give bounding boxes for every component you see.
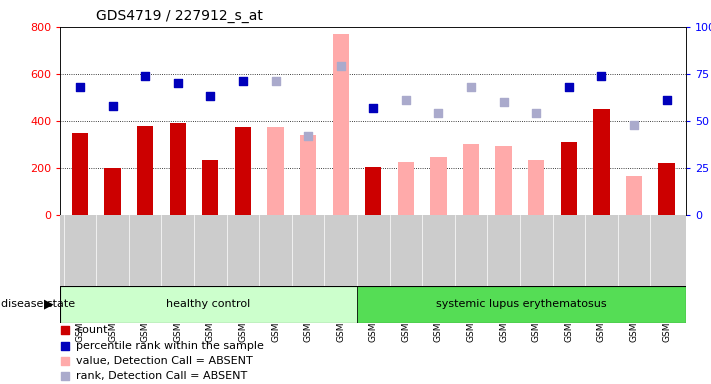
Point	[60, 327, 71, 333]
Point	[107, 103, 118, 109]
Bar	[658, 163, 675, 215]
Bar	[333, 34, 349, 215]
Point	[563, 84, 574, 90]
Bar	[561, 142, 577, 215]
Point	[237, 78, 249, 84]
Text: percentile rank within the sample: percentile rank within the sample	[76, 341, 264, 351]
Bar	[300, 135, 316, 215]
Bar	[528, 160, 545, 215]
Bar	[170, 123, 186, 215]
Point	[368, 105, 379, 111]
Point	[661, 97, 672, 103]
Point	[530, 110, 542, 116]
Text: disease state: disease state	[1, 299, 75, 310]
Bar	[430, 157, 447, 215]
Bar	[267, 127, 284, 215]
Bar	[626, 176, 642, 215]
Text: count: count	[76, 325, 107, 335]
Point	[335, 63, 346, 70]
Point	[172, 80, 183, 86]
Point	[302, 133, 314, 139]
Point	[60, 358, 71, 364]
Point	[465, 84, 476, 90]
Bar	[202, 160, 218, 215]
Bar	[137, 126, 154, 215]
Text: systemic lupus erythematosus: systemic lupus erythematosus	[436, 299, 606, 310]
Bar	[72, 133, 88, 215]
Bar	[60, 286, 357, 323]
Bar	[365, 167, 381, 215]
Point	[205, 93, 216, 99]
Bar	[357, 286, 686, 323]
Bar	[496, 146, 512, 215]
Text: GDS4719 / 227912_s_at: GDS4719 / 227912_s_at	[96, 9, 263, 23]
Text: ▶: ▶	[43, 298, 53, 311]
Point	[400, 97, 412, 103]
Point	[596, 73, 607, 79]
Bar	[397, 162, 414, 215]
Text: value, Detection Call = ABSENT: value, Detection Call = ABSENT	[76, 356, 253, 366]
Point	[629, 122, 640, 128]
Point	[60, 343, 71, 349]
Bar	[235, 127, 251, 215]
Point	[139, 73, 151, 79]
Point	[498, 99, 509, 105]
Point	[270, 78, 282, 84]
Text: rank, Detection Call = ABSENT: rank, Detection Call = ABSENT	[76, 371, 247, 381]
Point	[433, 110, 444, 116]
Bar	[593, 109, 609, 215]
Point	[60, 373, 71, 379]
Bar	[463, 144, 479, 215]
Bar	[105, 168, 121, 215]
Point	[75, 84, 85, 90]
Text: healthy control: healthy control	[166, 299, 251, 310]
